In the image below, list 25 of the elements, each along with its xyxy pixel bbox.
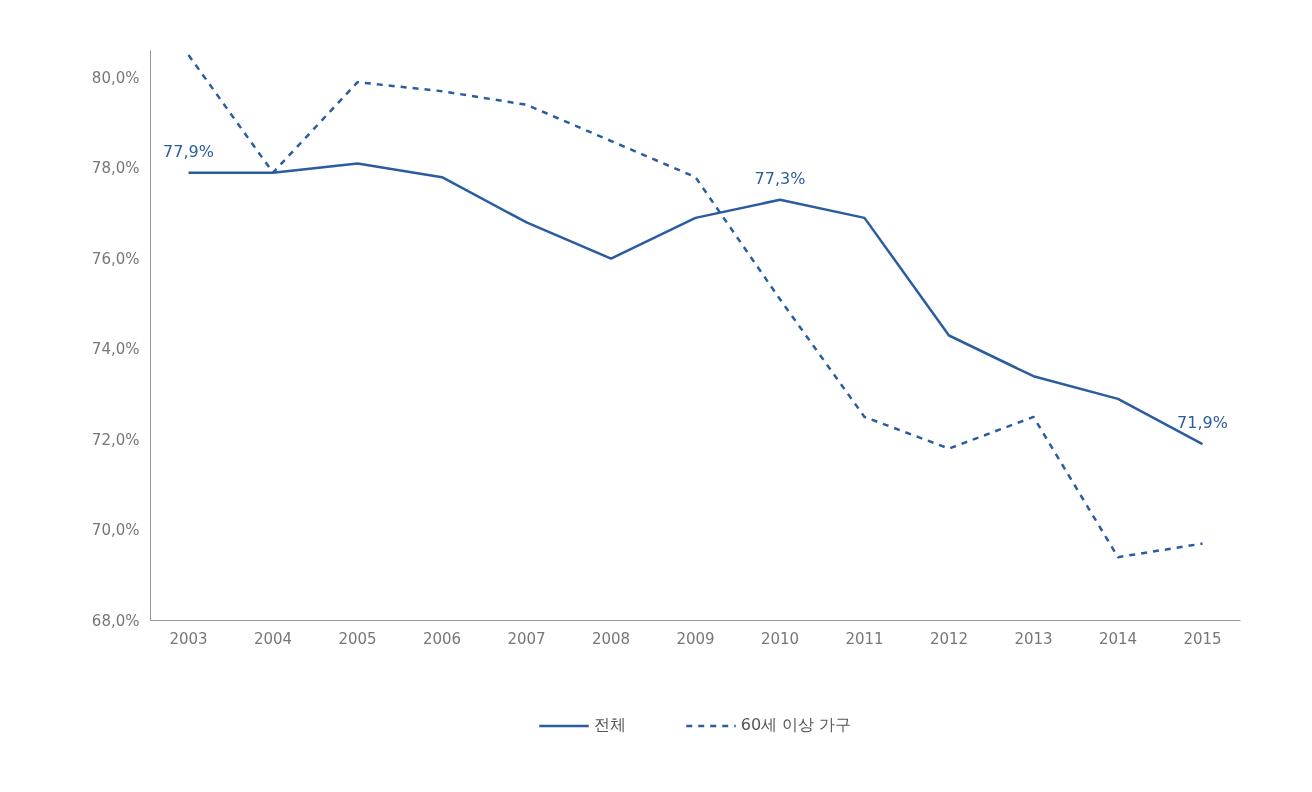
x-tick-label: 2006 (422, 629, 462, 648)
y-tick-label: 68,0% (91, 611, 140, 630)
x-tick-label: 2007 (507, 629, 546, 648)
y-tick-label: 80,0% (91, 68, 140, 87)
x-tick-label: 2013 (1014, 629, 1053, 648)
x-tick-label: 2003 (169, 629, 208, 648)
x-tick-label: 2005 (338, 629, 377, 648)
annotation: 71,9% (1177, 413, 1228, 433)
x-tick-label: 2008 (591, 629, 631, 648)
legend-label: 전체 (593, 714, 626, 736)
y-tick-label: 70,0% (91, 521, 140, 540)
x-tick-label: 2011 (845, 629, 884, 648)
y-tick-label: 74,0% (91, 340, 140, 359)
x-tick-label: 2004 (253, 629, 293, 648)
annotation: 77,3% (754, 168, 806, 188)
x-tick-label: 2010 (760, 629, 800, 648)
y-tick-label: 78,0% (91, 159, 140, 178)
y-tick-label: 76,0% (91, 249, 140, 268)
annotation: 77,9% (163, 141, 214, 161)
y-tick-label: 72,0% (91, 430, 140, 449)
x-tick-label: 2014 (1098, 629, 1138, 648)
x-tick-label: 2009 (676, 629, 715, 648)
x-tick-label: 2015 (1183, 629, 1222, 648)
legend-label: 60세 이상 가구 (740, 714, 852, 736)
x-tick-label: 2012 (929, 629, 969, 648)
